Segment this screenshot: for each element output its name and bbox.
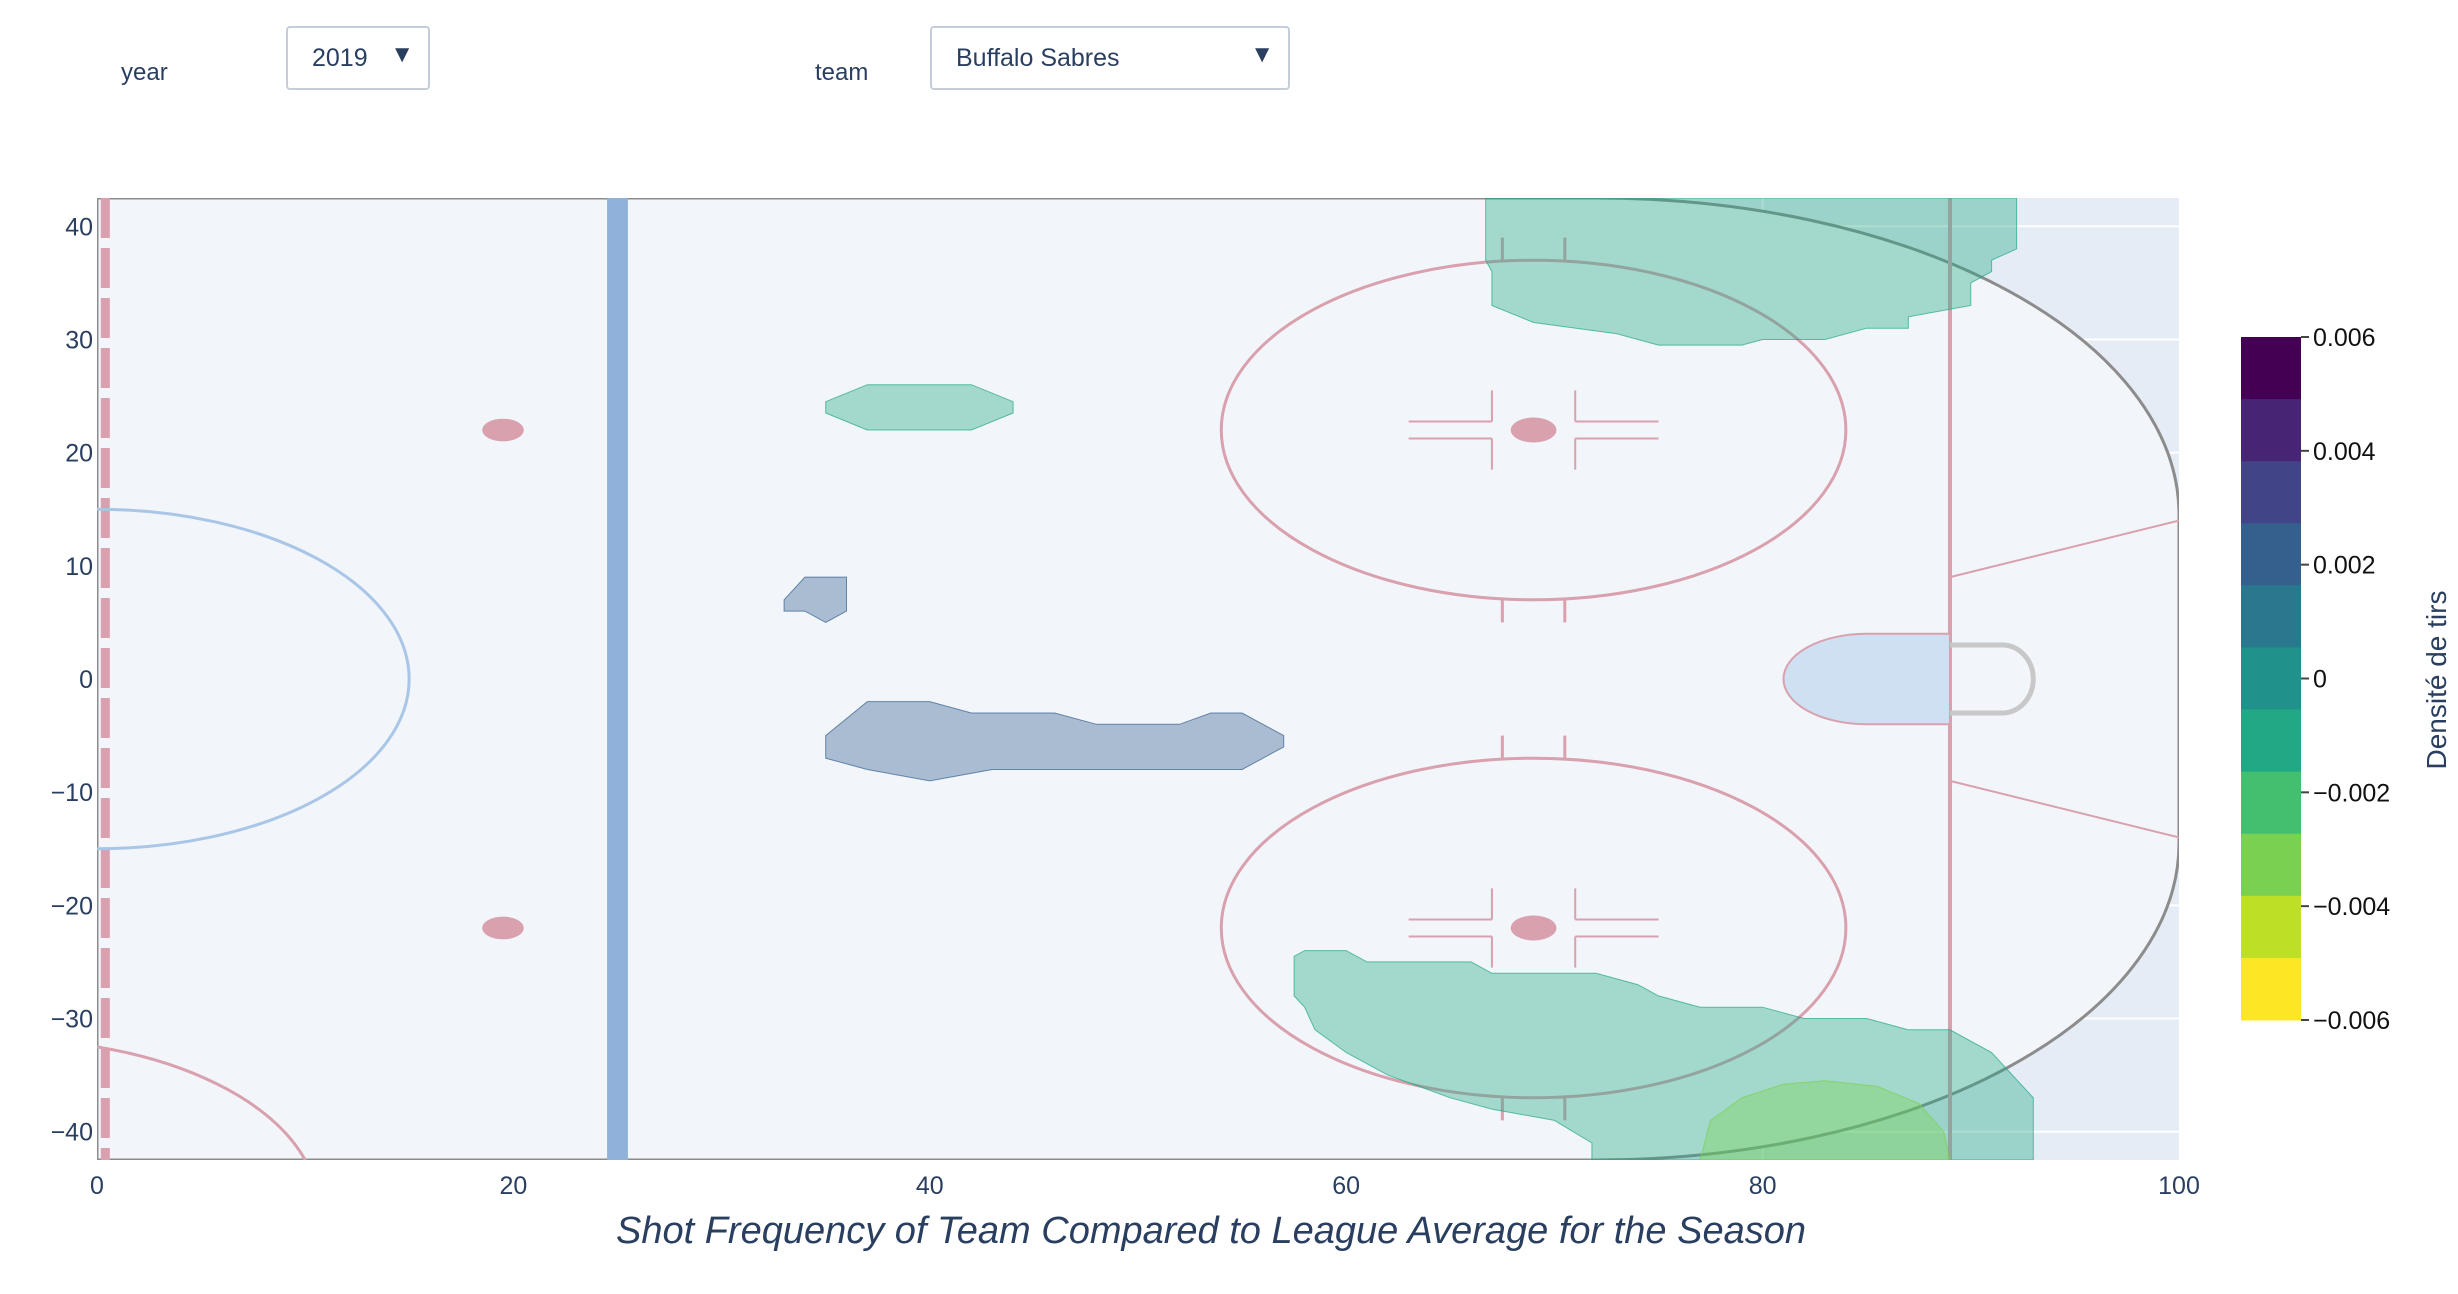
y-tick-label: 0 xyxy=(79,666,93,694)
colorbar-tick-label: 0.002 xyxy=(2313,552,2376,580)
colorbar-swatch xyxy=(2241,523,2301,586)
colorbar-tick-label: 0.004 xyxy=(2313,438,2376,466)
colorbar-tick-label: −0.002 xyxy=(2313,779,2390,807)
team-dropdown-value: Buffalo Sabres xyxy=(956,44,1120,72)
x-tick-label: 80 xyxy=(1749,1172,1777,1200)
colorbar-title: Densité de tirs xyxy=(2421,591,2452,770)
x-axis: 0 20 40 60 80 100 xyxy=(90,1172,2200,1200)
faceoff-dot xyxy=(1510,417,1557,443)
goal-crease xyxy=(1782,632,1951,726)
colorbar-swatch xyxy=(2241,461,2301,524)
faceoff-circle xyxy=(1219,756,1848,1100)
x-tick-label: 0 xyxy=(90,1172,104,1200)
below-average-bottom-slot xyxy=(1293,950,2034,1160)
colorbar-tick-label: −0.006 xyxy=(2313,1007,2390,1035)
y-tick-label: −20 xyxy=(51,892,93,920)
colorbar-tick-label: −0.004 xyxy=(2313,893,2390,921)
trapezoid-line xyxy=(1949,779,2179,839)
y-axis: 40 30 20 10 0 −10 −20 −30 −40 xyxy=(51,213,93,1146)
x-tick-label: 100 xyxy=(2158,1172,2200,1200)
below-average-top-slot xyxy=(825,384,1014,431)
colorbar-swatch xyxy=(2241,585,2301,648)
faceoff-circle xyxy=(1219,258,1848,602)
colorbar: 0.006 0.004 0.002 0 −0.002 −0.004 −0.006 xyxy=(2241,324,2390,1035)
team-dropdown[interactable]: Buffalo Sabres ▼ xyxy=(930,26,1290,90)
y-tick-label: 30 xyxy=(65,326,93,354)
x-tick-label: 60 xyxy=(1332,1172,1360,1200)
density-contours xyxy=(783,198,2034,1160)
below-average-top-boards xyxy=(1485,198,2018,346)
y-tick-label: −40 xyxy=(51,1119,93,1147)
chevron-down-icon: ▼ xyxy=(390,41,414,68)
year-dropdown-value: 2019 xyxy=(312,44,368,72)
colorbar-swatch xyxy=(2241,709,2301,773)
y-tick-label: −10 xyxy=(51,779,93,807)
chart-title: Shot Frequency of Team Compared to Leagu… xyxy=(616,1210,1806,1252)
chevron-down-icon: ▼ xyxy=(1250,41,1274,68)
above-average-left-circle-edge xyxy=(783,576,847,623)
colorbar-swatch xyxy=(2241,895,2301,959)
faceoff-dot xyxy=(1510,915,1557,941)
center-circle xyxy=(97,507,411,851)
y-tick-label: 20 xyxy=(65,440,93,468)
neutral-faceoff-dot xyxy=(482,916,524,940)
team-label: team xyxy=(815,59,869,86)
y-tick-label: 40 xyxy=(65,213,93,241)
blue-line xyxy=(607,198,628,1160)
year-label: year xyxy=(121,59,168,86)
y-tick-label: −30 xyxy=(51,1006,93,1034)
colorbar-swatch xyxy=(2241,833,2301,897)
colorbar-swatch xyxy=(2241,399,2301,462)
trapezoid-line xyxy=(1949,519,2179,579)
below-average-bottom-corner xyxy=(1699,1080,1951,1160)
x-tick-label: 20 xyxy=(499,1172,527,1200)
y-tick-label: 10 xyxy=(65,553,93,581)
colorbar-swatch xyxy=(2241,647,2301,711)
year-dropdown[interactable]: 2019 ▼ xyxy=(286,26,430,90)
colorbar-swatch xyxy=(2241,337,2301,400)
colorbar-tick-label: 0.006 xyxy=(2313,324,2376,352)
neutral-circle-arc xyxy=(97,1045,307,1160)
neutral-faceoff-dot xyxy=(482,418,524,442)
colorbar-swatch xyxy=(2241,771,2301,835)
rink-diagram xyxy=(97,198,2179,1160)
colorbar-swatch xyxy=(2241,957,2301,1021)
above-average-slot xyxy=(825,701,1285,782)
colorbar-tick-label: 0 xyxy=(2313,666,2327,694)
x-tick-label: 40 xyxy=(916,1172,944,1200)
goal-net xyxy=(1949,642,2036,716)
